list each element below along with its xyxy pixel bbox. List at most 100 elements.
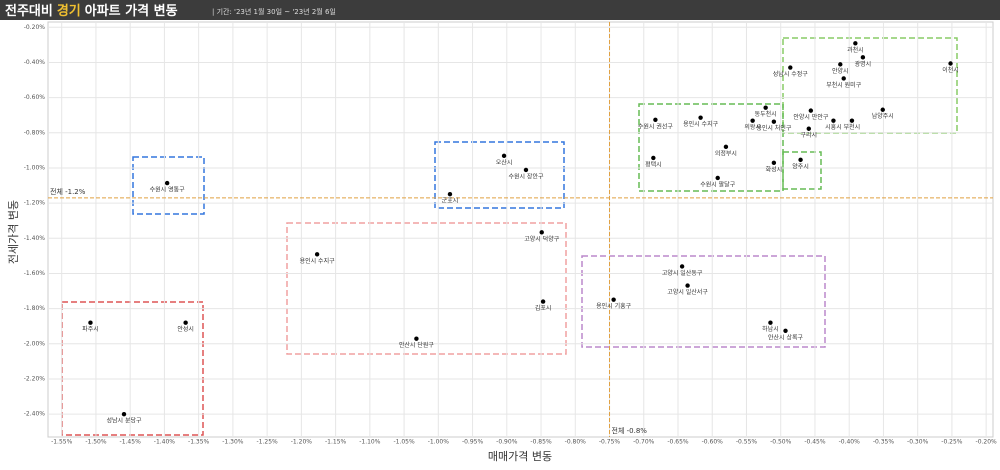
point-label: 고양시 덕양구: [524, 235, 560, 243]
title-part: 전주대비: [5, 3, 53, 19]
y-tick-label: -1.60%: [24, 270, 46, 277]
y-tick-label: -1.80%: [24, 305, 46, 312]
point-label: 수원시 장안구: [508, 172, 544, 180]
group-box: [434, 141, 565, 209]
point: [771, 160, 777, 166]
point: [121, 411, 127, 417]
point: [948, 61, 953, 66]
point-label: 수원시 권선구: [638, 122, 674, 130]
x-tick-label: -0.25%: [941, 439, 963, 446]
point-label: 성남시 수정구: [773, 70, 809, 78]
point: [841, 76, 846, 81]
point-label: 고양시 일산동구: [662, 269, 703, 277]
point-label: 안산시 상록구: [768, 333, 804, 341]
point-label: 양주시: [792, 162, 809, 170]
x-tick-label: -1.35%: [188, 439, 210, 446]
group-box: [581, 255, 826, 348]
point: [414, 336, 419, 341]
point-label: 안산시 단원구: [399, 341, 435, 349]
point: [651, 155, 656, 161]
point: [750, 118, 755, 123]
point-label: 용인시 처인구: [756, 124, 792, 132]
chart-title: 전주대비 경기 아파트 가격 변동: [5, 3, 178, 19]
point: [806, 126, 811, 131]
point: [447, 191, 453, 197]
point-label: 남양주시: [872, 112, 894, 120]
point-label: 의왕시: [744, 123, 761, 131]
point: [501, 153, 507, 159]
point-label: 의정부시: [715, 149, 737, 157]
point: [763, 105, 768, 110]
x-tick-label: -0.45%: [804, 439, 826, 446]
point-label: 하남시: [762, 325, 779, 333]
x-tick-label: -0.85%: [530, 439, 552, 446]
x-tick-label: -0.35%: [873, 439, 895, 446]
x-tick-label: -1.00%: [428, 439, 450, 446]
point: [831, 118, 836, 123]
y-tick-label: -1.40%: [24, 235, 46, 242]
point-label: 고양시 일산서구: [667, 288, 708, 296]
group-box: [61, 301, 204, 436]
point-label: 화성시: [766, 165, 783, 173]
x-tick-label: -0.30%: [907, 439, 929, 446]
y-tick-label: -2.40%: [24, 411, 46, 418]
x-tick-label: -0.40%: [839, 439, 861, 446]
point-label: 동두천시: [755, 110, 777, 118]
x-tick-label: -0.75%: [599, 439, 621, 446]
point-label: 용인시 기흥구: [596, 302, 632, 310]
x-tick-label: -0.20%: [976, 439, 998, 446]
subtitle: | 기간: '23년 1월 30일 ~ '23년 2월 6일: [212, 7, 336, 16]
point-label: 이천시: [942, 66, 959, 74]
point-label: 과천시: [847, 46, 864, 54]
x-tick-label: -1.55%: [51, 439, 73, 446]
point: [523, 167, 529, 173]
y-tick-label: -2.00%: [24, 340, 46, 347]
x-tick-label: -1.40%: [154, 439, 176, 446]
point: [611, 297, 616, 302]
y-tick-label: -0.20%: [24, 24, 46, 31]
point: [183, 320, 188, 325]
x-tick-label: -1.50%: [85, 439, 107, 446]
x-tick-label: -0.70%: [633, 439, 655, 446]
point: [768, 320, 773, 325]
x-tick-label: -0.55%: [736, 439, 758, 446]
point-label: 용인시 수지구: [683, 120, 719, 128]
reference-label: 전체 -1.2%: [50, 187, 86, 196]
x-tick-label: -1.15%: [325, 439, 347, 446]
point-label: 용인시 수지구: [300, 257, 336, 265]
plot-area: [47, 21, 994, 438]
group-box: [638, 103, 784, 192]
point: [715, 175, 720, 181]
point-label: 수원시 팔달구: [700, 180, 736, 188]
x-tick-label: -0.60%: [702, 439, 724, 446]
title-bar: [0, 0, 1000, 20]
group-box: [782, 151, 822, 190]
y-tick-label: -1.00%: [24, 164, 46, 171]
point-label: 광명시: [855, 60, 872, 68]
point-label: 부천시 원미구: [826, 81, 862, 89]
point-label: 오산시: [496, 158, 513, 166]
x-tick-label: -1.20%: [291, 439, 313, 446]
x-tick-label: -1.10%: [359, 439, 381, 446]
point-label: 김포시: [535, 305, 552, 312]
point-label: 군포시: [442, 198, 459, 205]
point-label: 수원시 영통구: [150, 186, 186, 194]
point: [679, 264, 685, 269]
y-tick-label: -0.40%: [24, 59, 46, 66]
point: [164, 180, 170, 186]
point: [88, 320, 93, 325]
point-label: 성남시 분당구: [106, 417, 142, 425]
point: [849, 118, 855, 123]
point: [723, 144, 729, 150]
x-tick-label: -0.65%: [667, 439, 689, 446]
x-tick-label: -0.80%: [565, 439, 587, 446]
group-box: [286, 222, 567, 355]
x-tick-label: -0.50%: [770, 439, 792, 446]
x-tick-label: -1.45%: [120, 439, 142, 446]
point: [539, 230, 544, 235]
y-tick-label: -0.80%: [24, 129, 46, 136]
point: [783, 328, 788, 333]
point: [788, 65, 793, 70]
reference-label: 전체 -0.8%: [612, 426, 648, 435]
x-tick-label: -1.25%: [257, 439, 279, 446]
